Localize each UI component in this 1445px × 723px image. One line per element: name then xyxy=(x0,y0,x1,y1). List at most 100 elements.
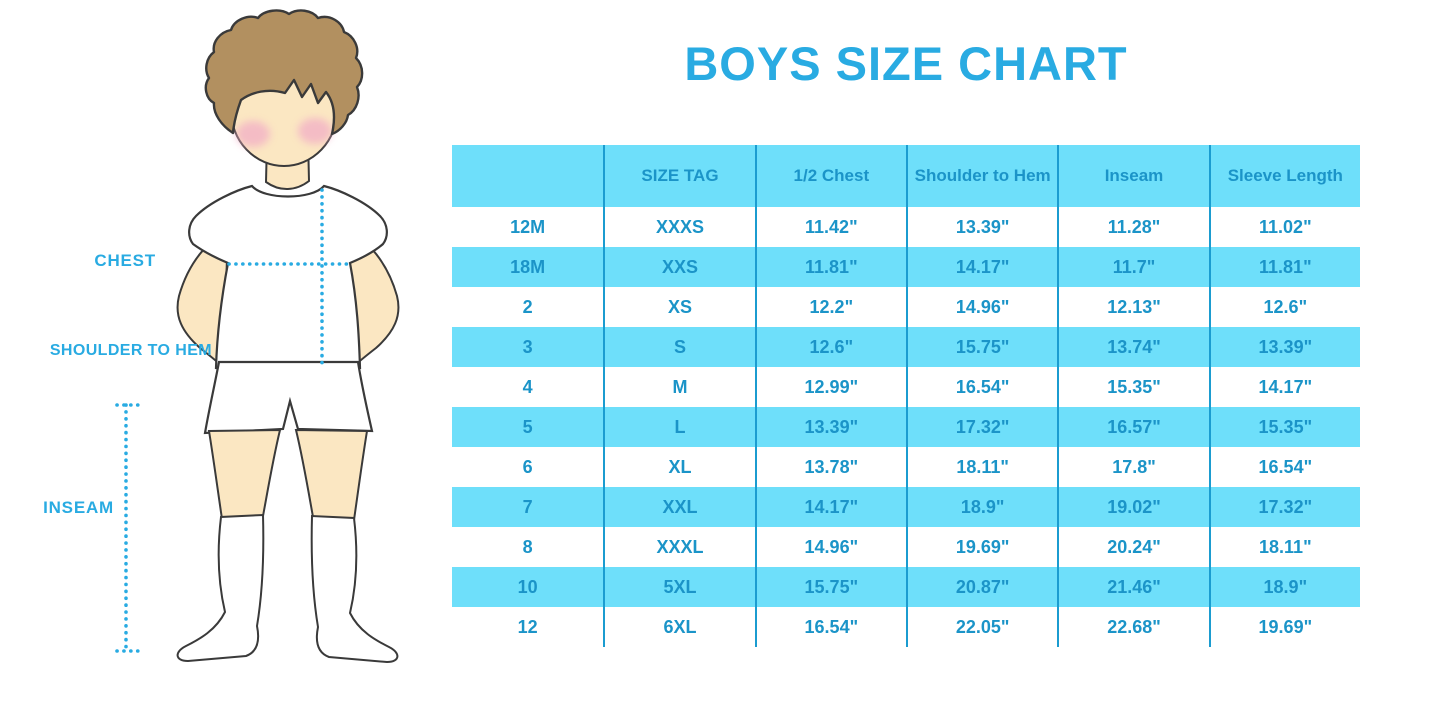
measurement-label-chest: CHEST xyxy=(94,251,156,270)
table-cell: 15.75" xyxy=(905,327,1057,367)
table-row: 4 M 12.99" 16.54" 15.35" 14.17" xyxy=(452,367,1360,407)
table-cell: 19.69" xyxy=(905,527,1057,567)
table-cell: 6XL xyxy=(603,607,754,647)
table-cell: 14.17" xyxy=(905,247,1057,287)
table-row: 8 XXXL 14.96" 19.69" 20.24" 18.11" xyxy=(452,527,1360,567)
table-cell: 10 xyxy=(517,576,538,597)
table-cell: XS xyxy=(603,287,754,327)
table-row: 6 XL 13.78" 18.11" 17.8" 16.54" xyxy=(452,447,1360,487)
boy-right-cheek xyxy=(298,118,332,144)
table-cell: 11.28" xyxy=(1057,207,1208,247)
size-chart-table: SIZE TAG 1/2 Chest Shoulder to Hem Inseam Sl… xyxy=(452,145,1360,647)
table-cell: L xyxy=(603,407,754,447)
table-cell: 14.96" xyxy=(754,527,906,567)
table-cell: XXXL xyxy=(603,527,754,567)
table-cell: 18.9" xyxy=(905,487,1057,527)
boy-illustration xyxy=(115,9,400,664)
table-cell: 20.87" xyxy=(905,567,1057,607)
table-row: 5 L 13.39" 17.32" 16.57" 15.35" xyxy=(452,407,1360,447)
table-row: 3 S 12.6" 15.75" 13.74" 13.39" xyxy=(452,327,1360,367)
header-cell: 1/2 Chest xyxy=(754,145,906,207)
boy-right-leg xyxy=(294,428,369,522)
table-cell: 3 xyxy=(522,336,533,357)
table-cell: 12.6" xyxy=(1208,287,1360,327)
table-cell: 5 xyxy=(522,416,533,437)
header-cell: Inseam xyxy=(1057,145,1208,207)
table-cell: 12.6" xyxy=(754,327,906,367)
table-cell: 21.46" xyxy=(1057,567,1208,607)
table-cell: 22.68" xyxy=(1057,607,1208,647)
boy-shorts xyxy=(203,360,374,435)
boy-left-sock xyxy=(176,513,265,663)
table-cell: 13.39" xyxy=(1208,327,1360,367)
boy-left-cheek xyxy=(236,121,270,147)
table-cell: M xyxy=(603,367,754,407)
table-cell: 6 xyxy=(522,456,533,477)
table-cell: 2 xyxy=(522,296,533,317)
table-cell: 4 xyxy=(522,376,533,397)
table-cell: 22.05" xyxy=(905,607,1057,647)
table-cell: 18.9" xyxy=(1208,567,1360,607)
table-cell: 14.17" xyxy=(754,487,906,527)
table-cell: 19.69" xyxy=(1208,607,1360,647)
table-cell: 14.96" xyxy=(905,287,1057,327)
header-cell: Sleeve Length xyxy=(1208,145,1360,207)
measurement-figure-panel: CHEST SHOULDER TO HEM INSEAM xyxy=(0,0,450,723)
table-cell: XXS xyxy=(603,247,754,287)
table-cell: XL xyxy=(603,447,754,487)
table-cell: 15.75" xyxy=(754,567,906,607)
table-cell: 20.24" xyxy=(1057,527,1208,567)
page-title: BOYS SIZE CHART xyxy=(684,37,1128,90)
table-cell: 17.32" xyxy=(905,407,1057,447)
table-row: 10 5XL 15.75" 20.87" 21.46" 18.9" xyxy=(452,567,1360,607)
header-cell xyxy=(452,145,603,207)
table-cell: 11.81" xyxy=(754,247,906,287)
table-cell: 18M xyxy=(510,256,546,277)
table-header-row: SIZE TAG 1/2 Chest Shoulder to Hem Inseam Sl… xyxy=(452,145,1360,207)
table-row: 2 XS 12.2" 14.96" 12.13" 12.6" xyxy=(452,287,1360,327)
table-cell: 11.7" xyxy=(1057,247,1208,287)
table-cell: 18.11" xyxy=(1208,527,1360,567)
table-row: 18M XXS 11.81" 14.17" 11.7" 11.81" xyxy=(452,247,1360,287)
table-cell: XXL xyxy=(603,487,754,527)
boy-hair xyxy=(204,9,364,136)
table-cell: 19.02" xyxy=(1057,487,1208,527)
table-cell: 12.13" xyxy=(1057,287,1208,327)
header-cell: Shoulder to Hem xyxy=(905,145,1057,207)
table-cell: 13.78" xyxy=(754,447,906,487)
table-cell: 11.42" xyxy=(754,207,906,247)
table-row: 12 6XL 16.54" 22.05" 22.68" 19.69" xyxy=(452,607,1360,647)
table-cell: 15.35" xyxy=(1057,367,1208,407)
table-cell: 5XL xyxy=(603,567,754,607)
table-cell: 16.54" xyxy=(754,607,906,647)
table-cell: 16.54" xyxy=(905,367,1057,407)
boy-left-leg xyxy=(207,428,282,521)
table-cell: 13.39" xyxy=(754,407,906,447)
measurement-label-shoulder-to-hem: SHOULDER TO HEM xyxy=(49,342,212,359)
boy-right-sock xyxy=(310,514,399,664)
table-cell: 14.17" xyxy=(1208,367,1360,407)
table-cell: 15.35" xyxy=(1208,407,1360,447)
table-cell: 8 xyxy=(522,536,533,557)
table-cell: 12.99" xyxy=(754,367,906,407)
table-cell: 11.02" xyxy=(1208,207,1360,247)
table-cell: 17.8" xyxy=(1057,447,1208,487)
table-cell: 16.57" xyxy=(1057,407,1208,447)
header-cell: SIZE TAG xyxy=(603,145,754,207)
table-cell: 12.2" xyxy=(754,287,906,327)
table-cell: 18.11" xyxy=(905,447,1057,487)
table-cell: XXXS xyxy=(603,207,754,247)
table-cell: S xyxy=(603,327,754,367)
table-cell: 16.54" xyxy=(1208,447,1360,487)
table-cell: 12 xyxy=(517,616,538,637)
measurement-label-inseam: INSEAM xyxy=(43,498,114,517)
table-cell: 13.74" xyxy=(1057,327,1208,367)
table-cell: 17.32" xyxy=(1208,487,1360,527)
table-row: 7 XXL 14.17" 18.9" 19.02" 17.32" xyxy=(452,487,1360,527)
table-cell: 11.81" xyxy=(1208,247,1360,287)
table-cell: 12M xyxy=(510,216,546,237)
table-cell: 13.39" xyxy=(905,207,1057,247)
table-cell: 7 xyxy=(522,496,533,517)
table-row: 12M XXXS 11.42" 13.39" 11.28" 11.02" xyxy=(452,207,1360,247)
